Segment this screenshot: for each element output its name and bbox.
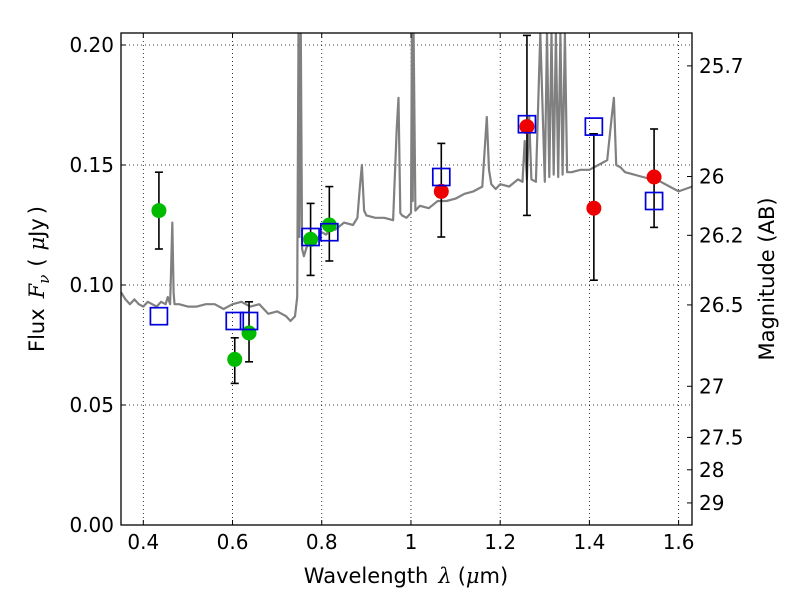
y-axis-title-subscript: ν [35, 275, 53, 284]
blue-square-point [149, 306, 169, 326]
x-axis-title-symbol: λ [437, 564, 451, 588]
x-axis-title-unit-rest: m) [480, 564, 509, 588]
red-point [519, 119, 535, 135]
x-tick-label: 0.6 [217, 530, 249, 554]
plot-background [121, 33, 692, 525]
blue-square-point [301, 227, 320, 247]
x-tick-label: 0.4 [127, 530, 159, 554]
x-axis-title-prefix: Wavelength [304, 564, 429, 588]
blue-square-point [319, 222, 339, 242]
y-axis-title-prefix: Flux [25, 308, 49, 352]
x-tick-label: 1 [405, 530, 418, 554]
marker-layer [149, 34, 664, 385]
green-point [151, 203, 167, 219]
green-point [303, 231, 319, 247]
axis-ticks: 0.4 0.6 0.8 1 1.2 1.4 1.6 0.00 0.05 0.10 0.15 0.20 2… [69, 33, 744, 554]
y-axis-title-unit-rest: Jy [25, 218, 49, 239]
mag-tick-label: 27 [699, 374, 724, 398]
y-tick-label: 0.20 [69, 33, 114, 57]
x-tick-label: 1.6 [663, 530, 695, 554]
red-point [586, 200, 602, 216]
model-sed-layer [121, 33, 692, 323]
y-axis-title: Flux Fν ( μJy) [25, 206, 53, 352]
x-axis-title: Wavelength λ (μm) [304, 564, 508, 588]
mag-tick-label: 27.5 [699, 425, 744, 449]
blue-square-point [644, 191, 664, 211]
blue-square-point [431, 167, 451, 187]
mag-tick-label: 26.2 [699, 223, 744, 247]
x-axis-title-unit-mu: μ [466, 564, 480, 588]
plot-frame [120, 32, 693, 526]
x-axis-title-unit-open: ( [458, 564, 466, 588]
red-point [433, 183, 449, 199]
y-tick-label: 0.10 [69, 273, 114, 297]
x-tick-label: 1.2 [484, 530, 516, 554]
blue-square-point [225, 311, 245, 331]
mag-tick-label: 28 [699, 458, 724, 482]
blue-square-point [239, 311, 259, 331]
y2-axis-title: Magnitude (AB) [755, 197, 779, 360]
y-tick-label: 0.05 [69, 393, 114, 417]
y-tick-label: 0.15 [69, 153, 114, 177]
mag-tick-label: 26 [699, 165, 724, 189]
y-axis-title-unit-open: ( [25, 258, 49, 266]
y-axis-title-symbol: F [25, 282, 49, 299]
x-tick-label: 1.4 [573, 530, 605, 554]
mag-tick-label: 26.5 [699, 293, 744, 317]
blue-square-point [584, 117, 604, 136]
green-point [321, 217, 337, 233]
y-tick-label: 0.00 [69, 513, 114, 537]
mag-tick-label: 25.7 [699, 54, 744, 78]
blue-square-point [517, 114, 537, 134]
mag-tick-label: 29 [699, 491, 724, 515]
x-tick-label: 0.8 [306, 530, 338, 554]
model-sed-line [121, 33, 692, 323]
y-axis-title-unit-mu: μ [25, 237, 49, 251]
green-point [227, 351, 243, 367]
red-point [646, 169, 662, 185]
y-axis-title-unit-close: ) [25, 206, 49, 214]
